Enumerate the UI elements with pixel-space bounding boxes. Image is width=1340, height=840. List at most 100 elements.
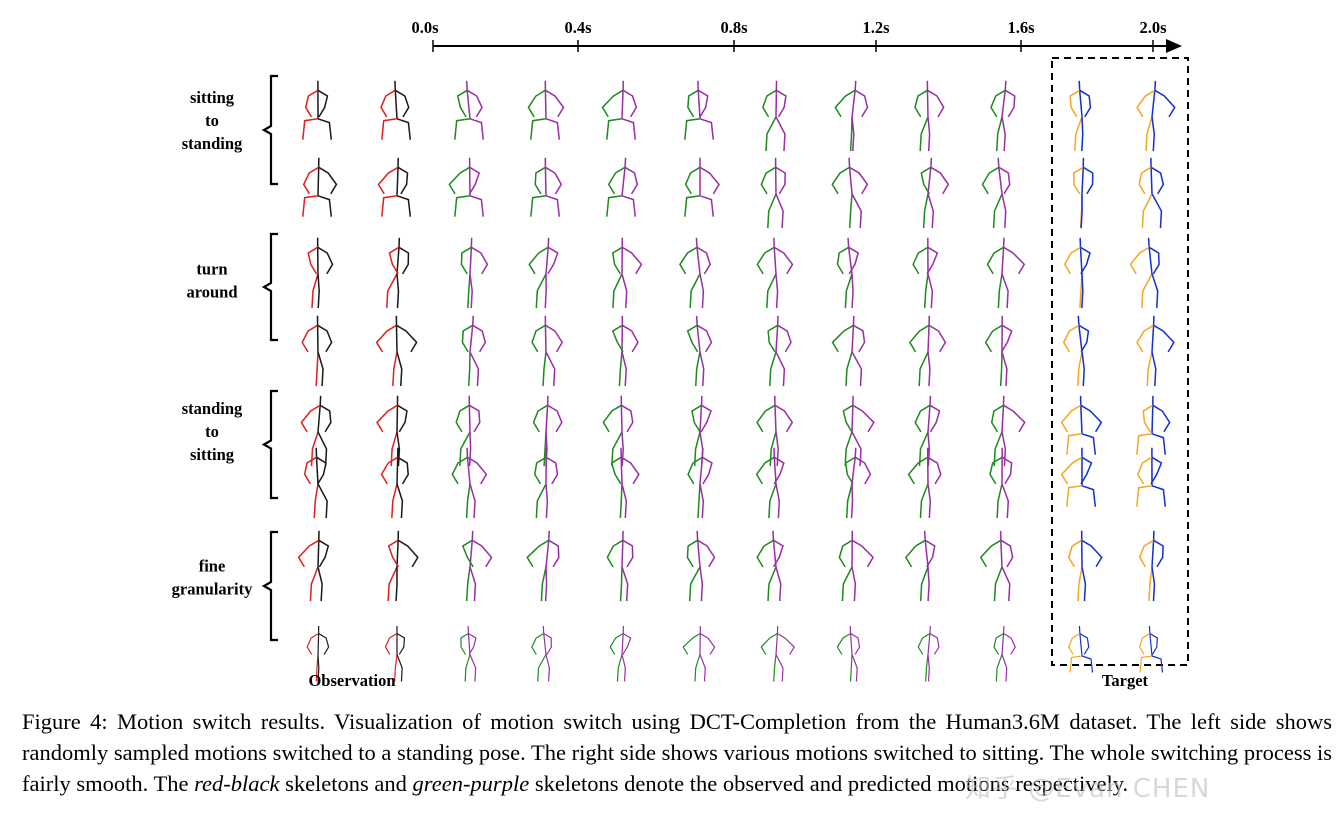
group-brace <box>261 232 278 342</box>
watermark: 知乎 @Evan CHEN <box>965 774 1211 804</box>
group-brace <box>261 389 278 500</box>
group-label-line: standing <box>182 399 243 418</box>
skeleton <box>760 625 795 682</box>
group-labels: sitting to standing turn around standing to sit… <box>172 88 253 599</box>
skeleton <box>1069 80 1092 152</box>
skeleton <box>836 625 861 682</box>
skeleton <box>527 80 565 140</box>
group-brace <box>261 74 278 186</box>
caption-em-green-purple: green-purple <box>412 771 530 796</box>
group-label-line: to <box>205 422 219 441</box>
skeleton <box>917 625 940 682</box>
group-brace <box>261 530 278 642</box>
skeleton <box>682 625 716 682</box>
skeleton <box>611 237 643 309</box>
skeleton <box>448 157 485 217</box>
skeleton-grid <box>297 80 1176 682</box>
group-label-line: granularity <box>172 580 253 599</box>
skeleton <box>831 157 869 229</box>
skeleton <box>990 80 1016 152</box>
skeleton <box>609 625 632 682</box>
skeleton <box>920 157 950 229</box>
skeleton <box>1062 315 1090 387</box>
skeleton <box>912 237 939 309</box>
skeleton <box>989 447 1013 519</box>
motion-switch-figure: 0.0s 0.4s 0.8s 1.2s 1.6s 2.0s sitting to standi… <box>172 18 1189 690</box>
target-label: Target <box>1102 671 1149 690</box>
skeleton <box>387 530 419 602</box>
skeleton <box>986 237 1026 309</box>
group-label-line: standing <box>182 134 243 153</box>
skeleton <box>303 447 328 519</box>
group-label-line: sitting <box>190 88 235 107</box>
skeleton <box>907 447 942 519</box>
skeleton <box>767 315 792 387</box>
skeleton <box>302 80 333 140</box>
skeleton <box>307 237 334 309</box>
group-label-line: sitting <box>190 445 235 464</box>
skeleton <box>686 315 713 387</box>
skeleton <box>760 157 786 229</box>
caption-prefix: Figure 4: Motion switch results. Visuali… <box>22 709 1332 796</box>
group-label-line: to <box>205 111 219 130</box>
skeleton <box>756 237 794 309</box>
skeleton <box>380 447 409 519</box>
skeleton <box>1136 447 1167 507</box>
skeleton <box>1136 315 1175 387</box>
skeleton <box>1067 530 1103 602</box>
skeleton <box>904 530 936 602</box>
skeleton <box>376 395 408 467</box>
skeleton <box>601 80 638 140</box>
skeleton <box>836 237 860 309</box>
group-braces <box>261 74 278 642</box>
skeleton <box>1138 625 1164 673</box>
observation-label: Observation <box>308 671 395 690</box>
skeleton <box>460 625 477 682</box>
skeleton <box>461 530 493 602</box>
skeleton <box>1138 157 1165 229</box>
skeleton <box>528 237 559 309</box>
skeleton <box>1138 530 1164 602</box>
skeleton <box>455 395 481 467</box>
skeleton <box>838 530 875 602</box>
skeleton <box>993 625 1016 682</box>
skeleton <box>611 315 639 387</box>
skeleton <box>302 157 338 217</box>
skeleton <box>834 80 869 152</box>
group-label-line: turn <box>196 260 227 279</box>
skeleton <box>1067 625 1094 673</box>
skeleton <box>461 315 487 387</box>
skeleton <box>526 530 560 602</box>
skeleton <box>914 395 941 467</box>
skeleton <box>687 447 713 519</box>
time-tick-label: 2.0s <box>1139 18 1167 37</box>
skeleton <box>679 237 711 309</box>
skeleton <box>377 157 412 217</box>
caption-middle: skeletons and <box>279 771 413 796</box>
skeleton <box>606 530 634 602</box>
caption-suffix: skeletons denote the observed and predic… <box>529 771 1129 796</box>
skeleton <box>842 395 875 467</box>
caption-em-red-black: red-black <box>194 771 280 796</box>
skeleton <box>602 395 634 467</box>
skeleton <box>1060 395 1103 455</box>
skeleton <box>914 80 945 152</box>
skeleton <box>380 80 412 140</box>
skeleton <box>610 447 640 519</box>
skeleton <box>306 625 330 682</box>
skeleton <box>375 315 418 387</box>
skeleton <box>297 530 330 602</box>
skeleton <box>1136 395 1171 455</box>
skeleton <box>531 625 552 682</box>
skeleton <box>755 447 785 519</box>
skeleton <box>831 315 866 387</box>
skeleton <box>1063 237 1091 309</box>
skeleton <box>756 395 794 467</box>
skeleton <box>686 530 716 602</box>
skeleton <box>384 625 406 682</box>
time-tick-label: 0.8s <box>720 18 748 37</box>
skeleton <box>1136 80 1176 152</box>
group-label-line: fine <box>199 557 226 576</box>
skeleton <box>1072 157 1094 229</box>
skeleton <box>684 157 720 217</box>
